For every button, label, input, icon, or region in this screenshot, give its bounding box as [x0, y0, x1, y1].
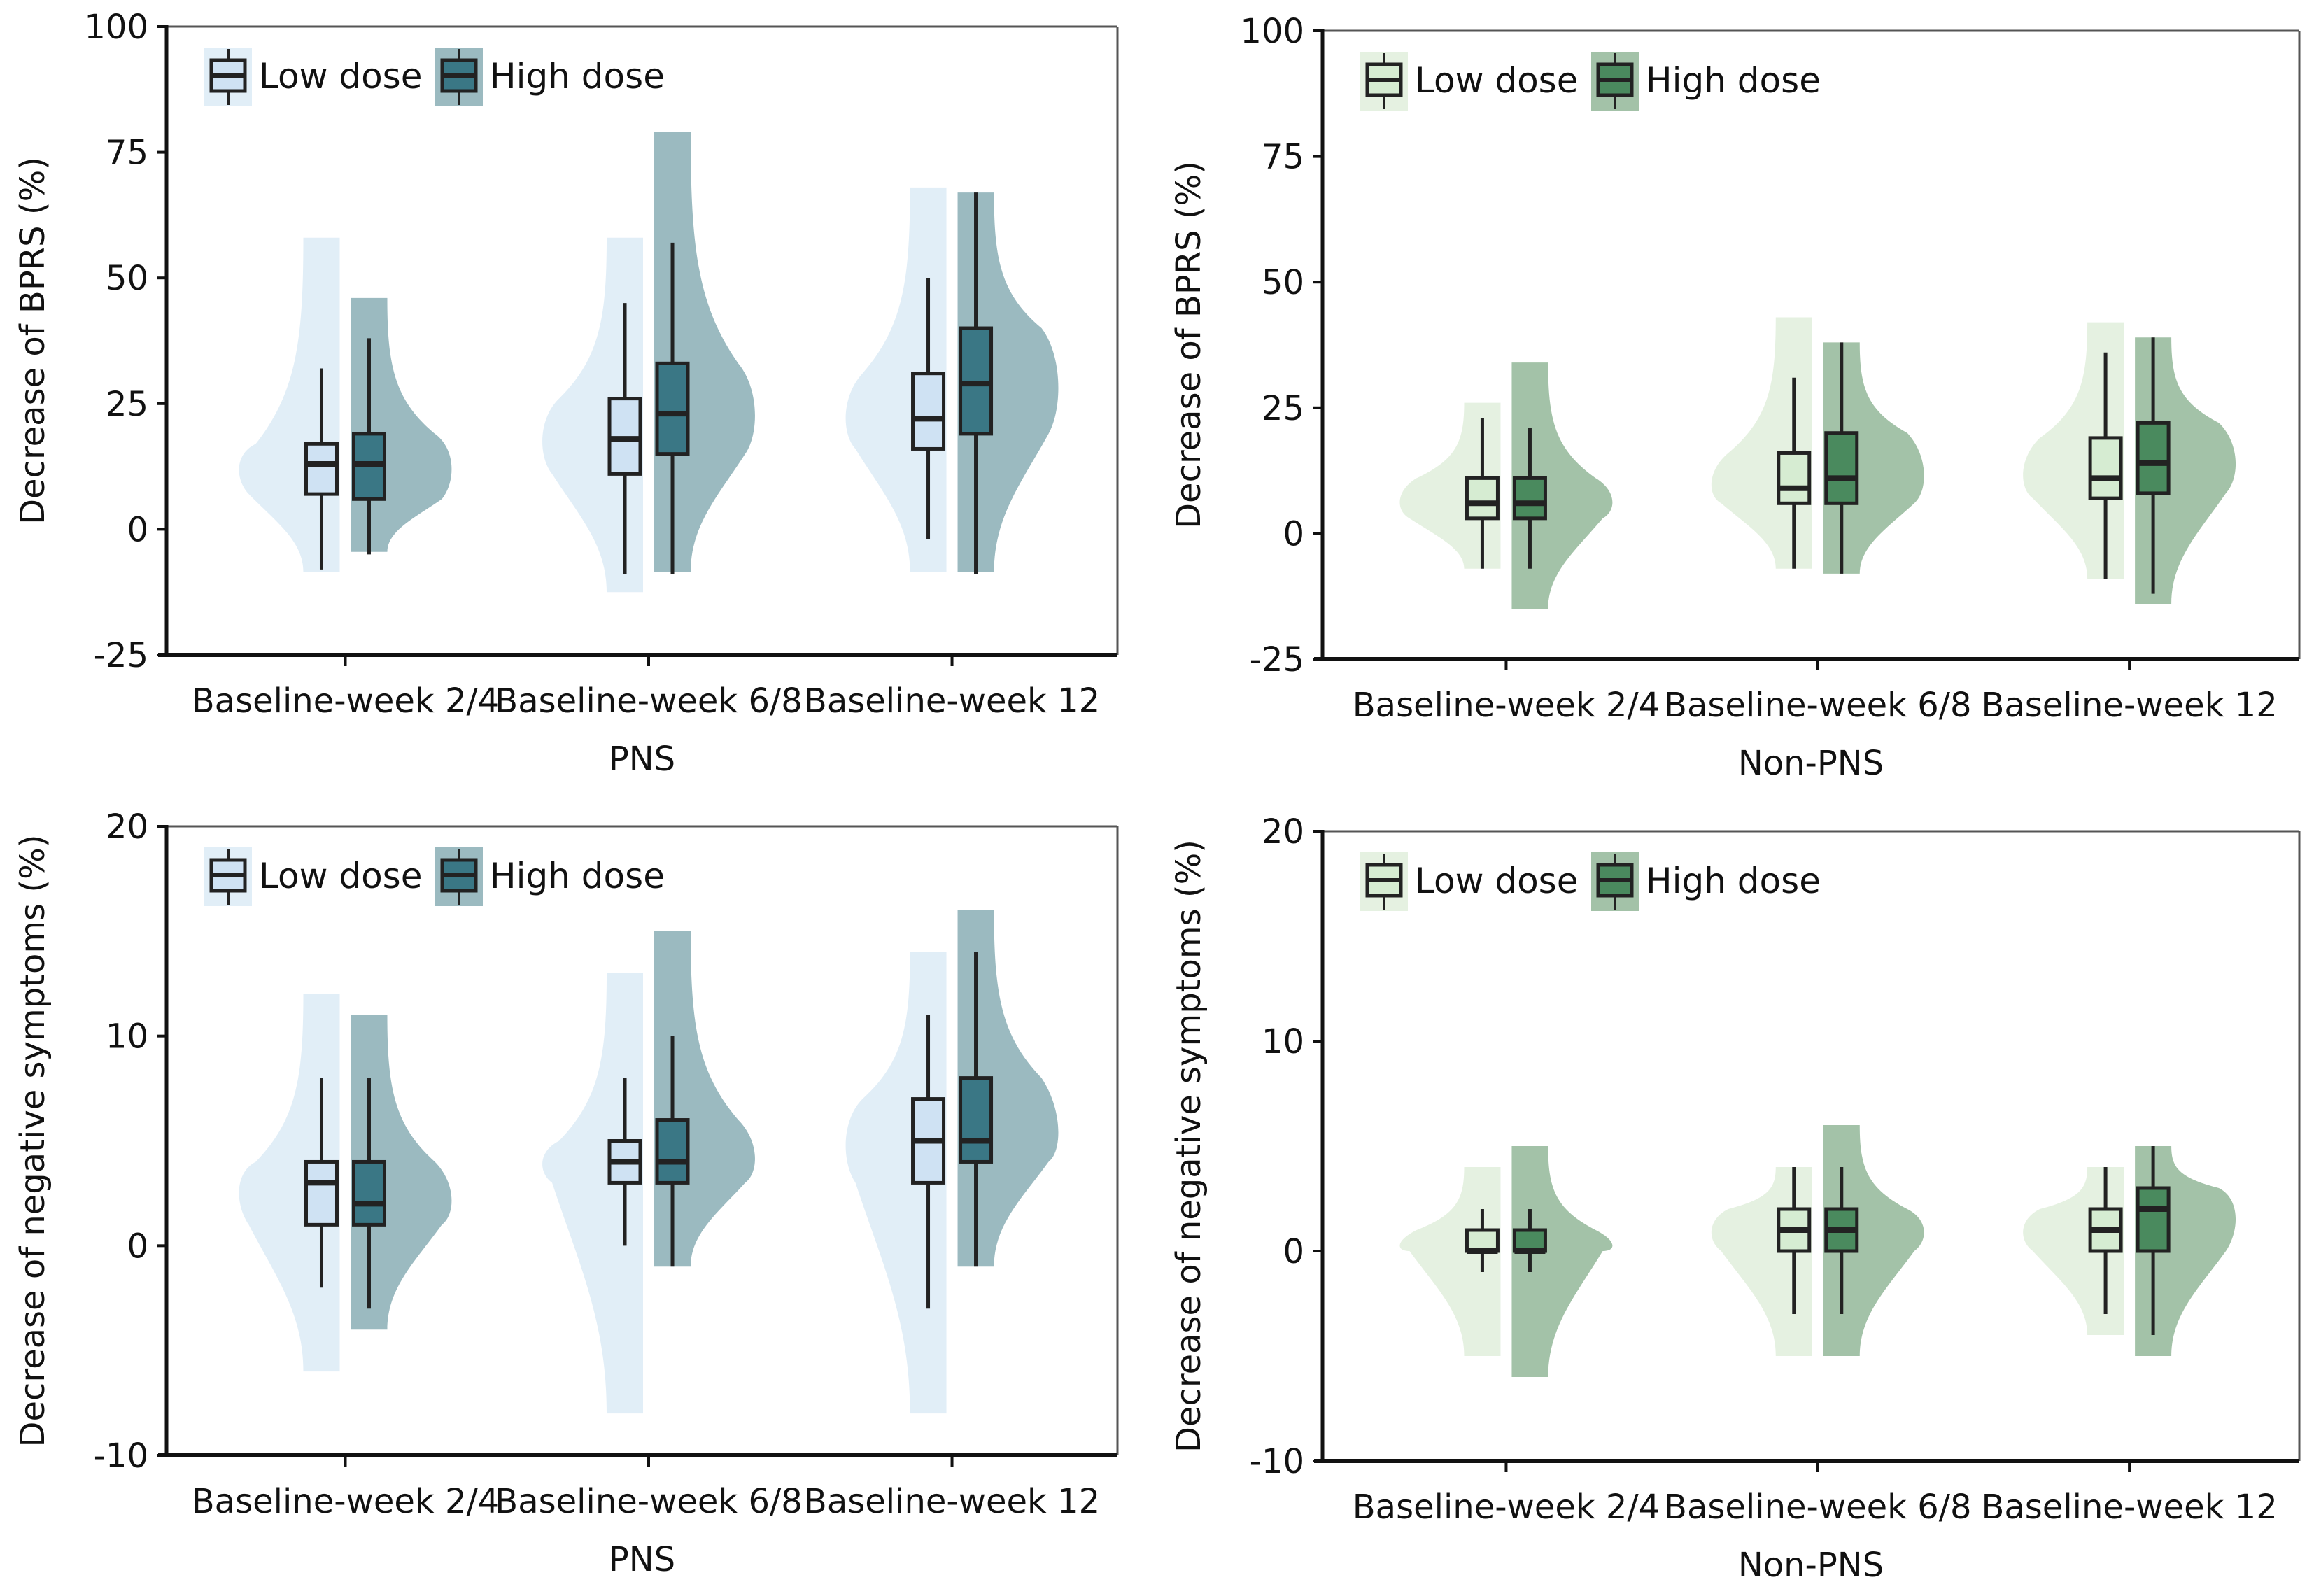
- y-tick-label: 0: [127, 1227, 148, 1266]
- x-tick-label: Baseline-week 6/8: [1664, 1488, 1971, 1527]
- violin-high-dose-0: [351, 297, 452, 552]
- y-tick-label: 0: [127, 510, 148, 549]
- y-tick-label: -10: [94, 1436, 148, 1476]
- box-low-dose-0: [1465, 476, 1500, 521]
- violin-high-dose-0: [1511, 1146, 1613, 1377]
- violin-low-dose-1: [542, 973, 644, 1414]
- violin-high-dose-1: [654, 931, 755, 1267]
- violin-low-dose-1: [1711, 317, 1812, 569]
- y-axis-title: Decrease of BPRS (%): [1169, 161, 1208, 529]
- violin-low-dose-1: [1711, 1167, 1812, 1356]
- legend-label-high-dose: High dose: [1646, 861, 1821, 901]
- y-axis-title: Decrease of BPRS (%): [13, 157, 52, 525]
- legend-label-low-dose: Low dose: [259, 56, 423, 97]
- violin-low-dose-2: [845, 952, 947, 1414]
- box-low-dose-0: [304, 1159, 339, 1227]
- y-tick-label: 0: [1283, 514, 1304, 553]
- y-tick-label: 75: [106, 134, 148, 173]
- x-tick-label: Baseline-week 12: [1981, 1488, 2277, 1527]
- y-axis-title: Decrease of negative symptoms (%): [13, 835, 52, 1448]
- box-low-dose-0: [1465, 1228, 1500, 1253]
- panel-nonpns-negative: -10 0 10 20 Baseline-week 2/4 Baseline-week 6…: [1169, 812, 2301, 1585]
- violin-low-dose-0: [1399, 402, 1501, 569]
- y-tick-label: 75: [1262, 138, 1304, 177]
- y-tick-label: -10: [1250, 1442, 1304, 1481]
- y-tick-label: 20: [1262, 812, 1304, 852]
- violin-high-dose-1: [1823, 1125, 1924, 1356]
- legend-label-high-dose: High dose: [1646, 60, 1821, 101]
- y-tick-label: 25: [1262, 389, 1304, 428]
- box-high-dose-2: [2136, 421, 2171, 495]
- box-low-dose-0: [304, 442, 339, 496]
- violin-high-dose-0: [1511, 362, 1613, 609]
- y-tick-label: 20: [106, 807, 148, 847]
- legend-label-low-dose: Low dose: [1415, 861, 1579, 901]
- x-tick-label: Baseline-week 6/8: [1664, 686, 1971, 725]
- violin-low-dose-2: [845, 187, 947, 572]
- y-tick-label: 10: [106, 1017, 148, 1057]
- y-tick-label: 10: [1262, 1022, 1304, 1061]
- box-low-dose-2: [2088, 436, 2123, 500]
- x-tick-label: Baseline-week 6/8: [495, 682, 802, 721]
- x-axis-title: PNS: [609, 740, 675, 779]
- box-low-dose-2: [911, 372, 946, 451]
- x-tick-label: Baseline-week 2/4: [1353, 1488, 1660, 1527]
- x-axis-title: Non-PNS: [1738, 744, 1884, 783]
- box-high-dose-1: [655, 1118, 690, 1185]
- legend-label-high-dose: High dose: [490, 56, 665, 97]
- violin-high-dose-1: [1823, 342, 1924, 574]
- x-axis-title: Non-PNS: [1738, 1546, 1884, 1585]
- violin-low-dose-0: [239, 237, 340, 572]
- box-high-dose-1: [1824, 431, 1859, 505]
- box-high-dose-2: [959, 1076, 994, 1164]
- box-high-dose-0: [1512, 1228, 1547, 1253]
- x-tick-label: Baseline-week 2/4: [192, 682, 499, 721]
- box-high-dose-0: [1512, 476, 1547, 521]
- y-tick-label: -25: [1250, 640, 1304, 679]
- violin-high-dose-2: [957, 910, 1059, 1267]
- violin-high-dose-1: [654, 132, 755, 572]
- x-tick-label: Baseline-week 6/8: [495, 1482, 802, 1521]
- violin-low-dose-1: [542, 237, 644, 593]
- x-tick-label: Baseline-week 2/4: [1353, 686, 1660, 725]
- box-high-dose-0: [351, 1159, 386, 1227]
- y-tick-label: 0: [1283, 1232, 1304, 1271]
- legend-label-low-dose: Low dose: [259, 856, 423, 896]
- x-tick-label: Baseline-week 12: [1981, 686, 2277, 725]
- box-low-dose-1: [1777, 451, 1812, 505]
- violin-low-dose-0: [239, 994, 340, 1372]
- box-high-dose-1: [655, 361, 690, 456]
- box-high-dose-2: [2136, 1186, 2171, 1253]
- violin-high-dose-0: [351, 1015, 452, 1330]
- x-tick-label: Baseline-week 12: [804, 1482, 1100, 1521]
- x-axis-title: PNS: [609, 1540, 675, 1579]
- y-tick-label: 100: [1240, 12, 1304, 51]
- violin-high-dose-2: [2135, 337, 2236, 604]
- x-tick-label: Baseline-week 2/4: [192, 1482, 499, 1521]
- legend-label-low-dose: Low dose: [1415, 60, 1579, 101]
- y-tick-label: 50: [106, 259, 148, 298]
- y-axis-title: Decrease of negative symptoms (%): [1169, 840, 1208, 1453]
- violin-low-dose-0: [1399, 1167, 1501, 1356]
- y-tick-label: 25: [106, 385, 148, 424]
- legend-label-high-dose: High dose: [490, 856, 665, 896]
- violin-high-dose-2: [957, 192, 1059, 572]
- y-tick-label: 50: [1262, 263, 1304, 302]
- x-tick-label: Baseline-week 12: [804, 682, 1100, 721]
- violin-low-dose-2: [2023, 322, 2124, 579]
- y-tick-label: -25: [94, 636, 148, 675]
- y-tick-label: 100: [84, 8, 148, 47]
